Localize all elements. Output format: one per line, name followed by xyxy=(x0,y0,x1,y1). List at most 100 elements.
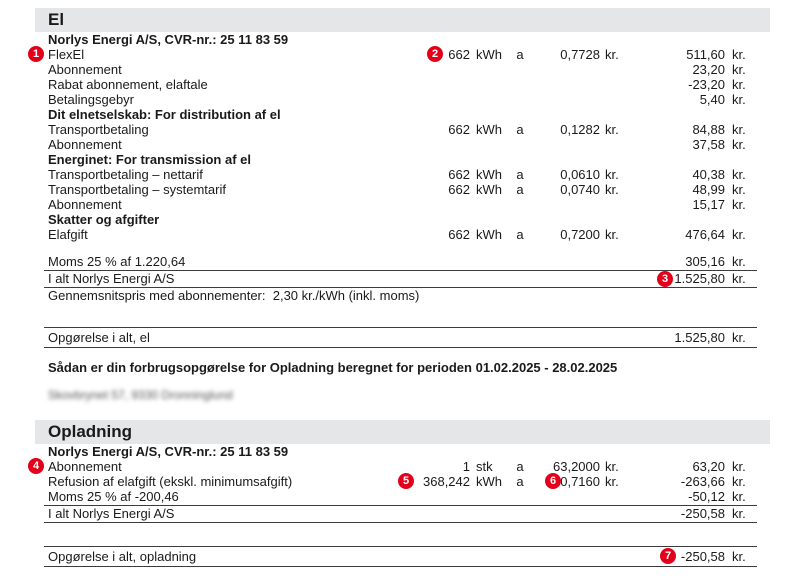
unit-price-value xyxy=(530,77,600,92)
amount-value xyxy=(633,212,725,227)
invoice-row: I alt Norlys Energi A/S -250,58 kr. xyxy=(44,506,757,523)
amount-value: 40,38 xyxy=(692,167,725,182)
row-label: Transportbetaling – nettarif xyxy=(48,167,203,182)
per-symbol xyxy=(510,212,530,227)
quantity-value xyxy=(395,547,470,566)
per-symbol xyxy=(510,62,530,77)
quantity-value xyxy=(395,107,470,122)
el-summary: Opgørelse i alt, el 1.525,80 kr. xyxy=(35,328,770,348)
invoice-row: Skatter og afgifter xyxy=(35,212,757,227)
amount-value: 23,20 xyxy=(692,62,725,77)
quantity-unit xyxy=(470,506,510,522)
quantity-value xyxy=(395,212,470,227)
amount-value: 1.525,80 xyxy=(674,271,725,286)
unit-price-value: -0,7160 xyxy=(555,474,600,489)
per-symbol: a xyxy=(516,167,524,182)
section-header-el: El xyxy=(35,8,770,32)
invoice-row: Gennemsnitspris med abonnementer: 2,30 k… xyxy=(35,288,757,303)
quantity-value xyxy=(395,137,470,152)
quantity-value xyxy=(395,77,470,92)
spacer xyxy=(35,303,770,327)
invoice-row: Transportbetaling – nettarif 662 kWh a 0,061… xyxy=(35,167,757,182)
per-symbol xyxy=(510,547,530,566)
row-label: Transportbetaling xyxy=(48,122,149,137)
unit-price-value: 0,1282 xyxy=(560,122,600,137)
section-title-opladning: Opladning xyxy=(48,422,133,441)
quantity-unit xyxy=(470,271,510,287)
invoice-row: Rabat abonnement, elaftale -23,20 kr. xyxy=(35,77,757,92)
invoice-row: I alt Norlys Energi A/S 1.525,80 kr. 3 xyxy=(44,271,757,288)
unit-price-value xyxy=(530,152,600,167)
per-symbol: a xyxy=(516,459,524,474)
provider-line-opladning: Norlys Energi A/S, CVR-nr.: 25 11 83 59 xyxy=(48,444,289,459)
per-symbol xyxy=(510,489,530,505)
unit-price-value xyxy=(530,506,600,522)
unit-price-currency: kr. xyxy=(605,167,619,182)
quantity-value xyxy=(395,271,470,287)
spacer xyxy=(35,242,770,254)
row-label: I alt Norlys Energi A/S xyxy=(48,506,175,521)
amount-value: 63,20 xyxy=(692,459,725,474)
amount-value: 37,58 xyxy=(692,137,725,152)
quantity-value: 662 xyxy=(448,122,470,137)
amount-currency: kr. xyxy=(732,167,746,182)
unit-price-currency xyxy=(600,152,633,167)
per-symbol: a xyxy=(516,227,524,242)
amount-value: 5,40 xyxy=(699,92,725,107)
unit-price-currency xyxy=(600,506,633,522)
invoice-content: El Norlys Energi A/S, CVR-nr.: 25 11 83 … xyxy=(28,0,770,567)
amount-value: 1.525,80 xyxy=(674,330,725,345)
annotation-marker-1: 1 xyxy=(28,46,44,62)
row-label: Opgørelse i alt, el xyxy=(48,330,150,345)
unit-price-value xyxy=(530,62,600,77)
unit-price-value xyxy=(530,137,600,152)
quantity-value: 1 xyxy=(462,459,470,474)
annotation-marker-6: 6 xyxy=(545,473,561,489)
quantity-unit xyxy=(470,77,510,92)
unit-price-value: 0,0610 xyxy=(560,167,600,182)
unit-price-currency xyxy=(600,212,633,227)
quantity-value: 662 xyxy=(448,47,470,62)
quantity-value xyxy=(395,506,470,522)
unit-price-currency: kr. xyxy=(605,122,619,137)
amount-currency: kr. xyxy=(732,137,746,152)
annotation-marker-3: 3 xyxy=(657,271,673,287)
unit-price-value xyxy=(530,197,600,212)
unit-price-currency: kr. xyxy=(605,47,619,62)
row-label: Elafgift xyxy=(48,227,88,242)
invoice-row: Transportbetaling – systemtarif 662 kWh a 0,… xyxy=(35,182,757,197)
invoice-row: Moms 25 % af 1.220,64 305,16 kr. xyxy=(44,254,757,271)
invoice-row: Transportbetaling 662 kWh a 0,1282 kr. 84,88 kr… xyxy=(35,122,757,137)
el-totals: Moms 25 % af 1.220,64 305,16 kr. I alt Norl… xyxy=(35,254,770,303)
unit-price-value xyxy=(530,288,600,303)
section-header-opladning: Opladning xyxy=(35,420,770,444)
invoice-row: Abonnement 37,58 kr. xyxy=(35,137,757,152)
amount-value: -50,12 xyxy=(688,489,725,504)
quantity-unit xyxy=(470,547,510,566)
quantity-unit xyxy=(470,197,510,212)
unit-price-currency: kr. xyxy=(605,459,619,474)
quantity-value xyxy=(395,92,470,107)
amount-value: -23,20 xyxy=(688,77,725,92)
unit-price-value xyxy=(530,328,600,347)
quantity-unit xyxy=(470,92,510,107)
amount-value: 15,17 xyxy=(692,197,725,212)
el-line-items: FlexEl 662 kWh a 0,7728 kr. 511,60 kr. 1 2 Abonnem… xyxy=(28,46,770,242)
row-label: I alt Norlys Energi A/S xyxy=(48,271,175,286)
invoice-row: FlexEl 662 kWh a 0,7728 kr. 511,60 kr. 1 2 xyxy=(28,46,757,62)
quantity-unit: kWh xyxy=(476,167,502,182)
amount-currency: kr. xyxy=(732,330,746,345)
unit-price-currency xyxy=(600,77,633,92)
quantity-unit: stk xyxy=(476,459,493,474)
row-label: Opgørelse i alt, opladning xyxy=(48,549,197,564)
invoice-row: Opgørelse i alt, el 1.525,80 kr. xyxy=(44,328,757,348)
per-symbol xyxy=(510,271,530,287)
unit-price-currency xyxy=(600,137,633,152)
spacer xyxy=(35,523,770,546)
unit-price-value xyxy=(530,547,600,566)
quantity-unit: kWh xyxy=(476,182,502,197)
per-symbol: a xyxy=(516,474,524,489)
amount-value: 305,16 xyxy=(685,254,725,269)
amount-value xyxy=(633,107,725,122)
per-symbol xyxy=(510,137,530,152)
